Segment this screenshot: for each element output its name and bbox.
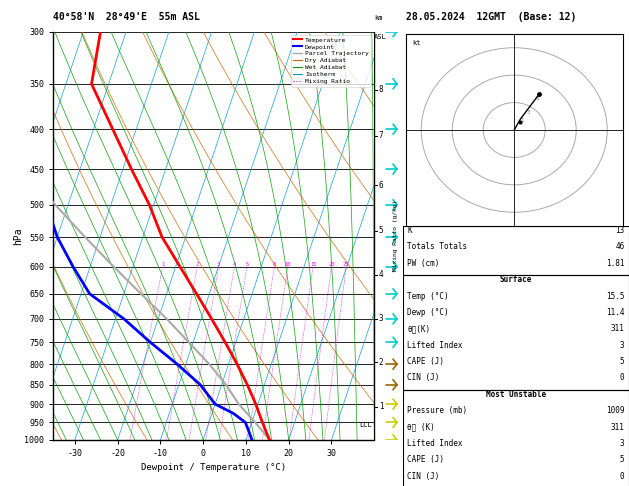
Text: 5: 5 (620, 357, 625, 366)
Text: 11.4: 11.4 (606, 308, 625, 317)
Text: 25: 25 (343, 261, 350, 267)
Text: 8: 8 (379, 85, 384, 94)
Text: CIN (J): CIN (J) (407, 373, 440, 382)
Text: Totals Totals: Totals Totals (407, 243, 467, 251)
Text: 15.5: 15.5 (606, 292, 625, 300)
Text: Most Unstable: Most Unstable (486, 390, 546, 399)
Text: 3: 3 (620, 439, 625, 448)
Text: kt: kt (412, 40, 420, 46)
Text: 2: 2 (379, 358, 384, 366)
Text: 311: 311 (611, 324, 625, 333)
X-axis label: Dewpoint / Temperature (°C): Dewpoint / Temperature (°C) (142, 464, 286, 472)
Text: 46: 46 (615, 243, 625, 251)
Text: 4: 4 (379, 271, 384, 279)
Text: Pressure (mb): Pressure (mb) (407, 406, 467, 415)
Text: CAPE (J): CAPE (J) (407, 455, 444, 464)
Text: K: K (407, 226, 412, 235)
Text: LCL: LCL (359, 421, 372, 428)
Text: 5: 5 (620, 455, 625, 464)
Text: 28.05.2024  12GMT  (Base: 12): 28.05.2024 12GMT (Base: 12) (406, 12, 576, 22)
Text: 15: 15 (310, 261, 316, 267)
Text: 1: 1 (161, 261, 164, 267)
Text: 4: 4 (233, 261, 236, 267)
Text: 7: 7 (379, 131, 384, 140)
Text: 1: 1 (520, 118, 524, 123)
Text: 13: 13 (615, 226, 625, 235)
Text: Lifted Index: Lifted Index (407, 439, 462, 448)
Text: θᴄ(K): θᴄ(K) (407, 324, 430, 333)
Text: PW (cm): PW (cm) (407, 259, 440, 268)
Text: 1009: 1009 (606, 406, 625, 415)
Legend: Temperature, Dewpoint, Parcel Trajectory, Dry Adiabat, Wet Adiabat, Isotherm, Mi: Temperature, Dewpoint, Parcel Trajectory… (291, 35, 371, 87)
Text: 40°58'N  28°49'E  55m ASL: 40°58'N 28°49'E 55m ASL (53, 12, 201, 22)
Text: CIN (J): CIN (J) (407, 472, 440, 481)
Text: 5: 5 (379, 226, 384, 235)
Text: 3: 3 (217, 261, 220, 267)
Text: 10: 10 (284, 261, 291, 267)
Text: 0: 0 (620, 373, 625, 382)
Text: km: km (374, 16, 383, 21)
Text: CAPE (J): CAPE (J) (407, 357, 444, 366)
Bar (403, 390, 629, 486)
Text: 0: 0 (620, 472, 625, 481)
Text: Surface: Surface (499, 275, 532, 284)
Bar (403, 275, 629, 390)
Text: 5: 5 (245, 261, 248, 267)
Text: 6: 6 (379, 181, 384, 190)
Text: 311: 311 (611, 422, 625, 432)
Text: 8: 8 (273, 261, 276, 267)
Text: 1.81: 1.81 (606, 259, 625, 268)
Text: Dewp (°C): Dewp (°C) (407, 308, 448, 317)
Text: 3: 3 (526, 109, 530, 115)
Text: 6: 6 (536, 96, 539, 101)
Text: Temp (°C): Temp (°C) (407, 292, 448, 300)
Text: Mixing Ratio (g/kg): Mixing Ratio (g/kg) (393, 200, 398, 271)
Text: 1: 1 (379, 402, 384, 411)
Text: 20: 20 (328, 261, 335, 267)
Text: 2: 2 (196, 261, 199, 267)
Text: θᴄ (K): θᴄ (K) (407, 422, 435, 432)
Text: 3: 3 (620, 341, 625, 349)
Text: ASL: ASL (374, 34, 387, 40)
Y-axis label: hPa: hPa (13, 227, 23, 244)
Text: Lifted Index: Lifted Index (407, 341, 462, 349)
Bar (403, 226, 629, 275)
Text: 3: 3 (379, 314, 384, 323)
